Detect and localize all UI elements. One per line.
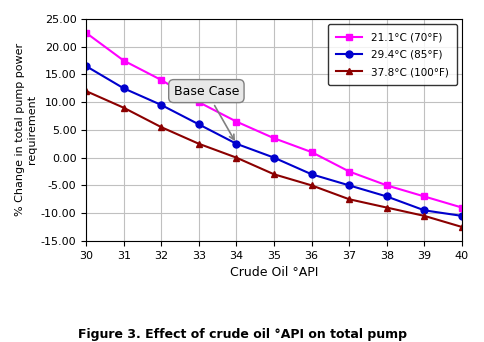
X-axis label: Crude Oil °API: Crude Oil °API xyxy=(230,266,318,279)
37.8°C (100°F) xyxy=(346,197,352,201)
29.4°C (85°F) xyxy=(234,142,240,146)
21.1°C (70°F) xyxy=(384,183,390,187)
29.4°C (85°F) xyxy=(121,86,127,90)
21.1°C (70°F) xyxy=(158,78,164,82)
37.8°C (100°F) xyxy=(422,214,427,218)
Line: 29.4°C (85°F): 29.4°C (85°F) xyxy=(83,63,466,219)
21.1°C (70°F) xyxy=(422,194,427,198)
21.1°C (70°F) xyxy=(459,206,465,210)
37.8°C (100°F) xyxy=(158,125,164,129)
37.8°C (100°F) xyxy=(384,206,390,210)
29.4°C (85°F) xyxy=(422,208,427,212)
21.1°C (70°F) xyxy=(346,170,352,174)
29.4°C (85°F) xyxy=(271,156,277,160)
29.4°C (85°F) xyxy=(346,183,352,187)
37.8°C (100°F) xyxy=(121,106,127,110)
21.1°C (70°F) xyxy=(83,31,89,35)
29.4°C (85°F) xyxy=(158,103,164,107)
21.1°C (70°F) xyxy=(309,150,315,154)
Text: Figure 3. Effect of crude oil °API on total pump
power requirement (Tavg=29.4°C=: Figure 3. Effect of crude oil °API on to… xyxy=(77,328,407,342)
Text: Base Case: Base Case xyxy=(174,84,239,140)
29.4°C (85°F) xyxy=(459,214,465,218)
21.1°C (70°F) xyxy=(121,58,127,63)
21.1°C (70°F) xyxy=(196,100,202,104)
37.8°C (100°F) xyxy=(459,225,465,229)
37.8°C (100°F) xyxy=(83,89,89,93)
29.4°C (85°F) xyxy=(384,194,390,198)
37.8°C (100°F) xyxy=(234,156,240,160)
29.4°C (85°F) xyxy=(83,64,89,68)
37.8°C (100°F) xyxy=(196,142,202,146)
Line: 21.1°C (70°F): 21.1°C (70°F) xyxy=(83,29,466,211)
Legend: 21.1°C (70°F), 29.4°C (85°F), 37.8°C (100°F): 21.1°C (70°F), 29.4°C (85°F), 37.8°C (10… xyxy=(328,24,457,86)
29.4°C (85°F) xyxy=(196,122,202,127)
29.4°C (85°F) xyxy=(309,172,315,176)
21.1°C (70°F) xyxy=(234,120,240,124)
Y-axis label: % Change in total pump power
requirement: % Change in total pump power requirement xyxy=(15,43,37,216)
37.8°C (100°F) xyxy=(309,183,315,187)
Line: 37.8°C (100°F): 37.8°C (100°F) xyxy=(83,88,466,231)
37.8°C (100°F) xyxy=(271,172,277,176)
21.1°C (70°F) xyxy=(271,136,277,140)
